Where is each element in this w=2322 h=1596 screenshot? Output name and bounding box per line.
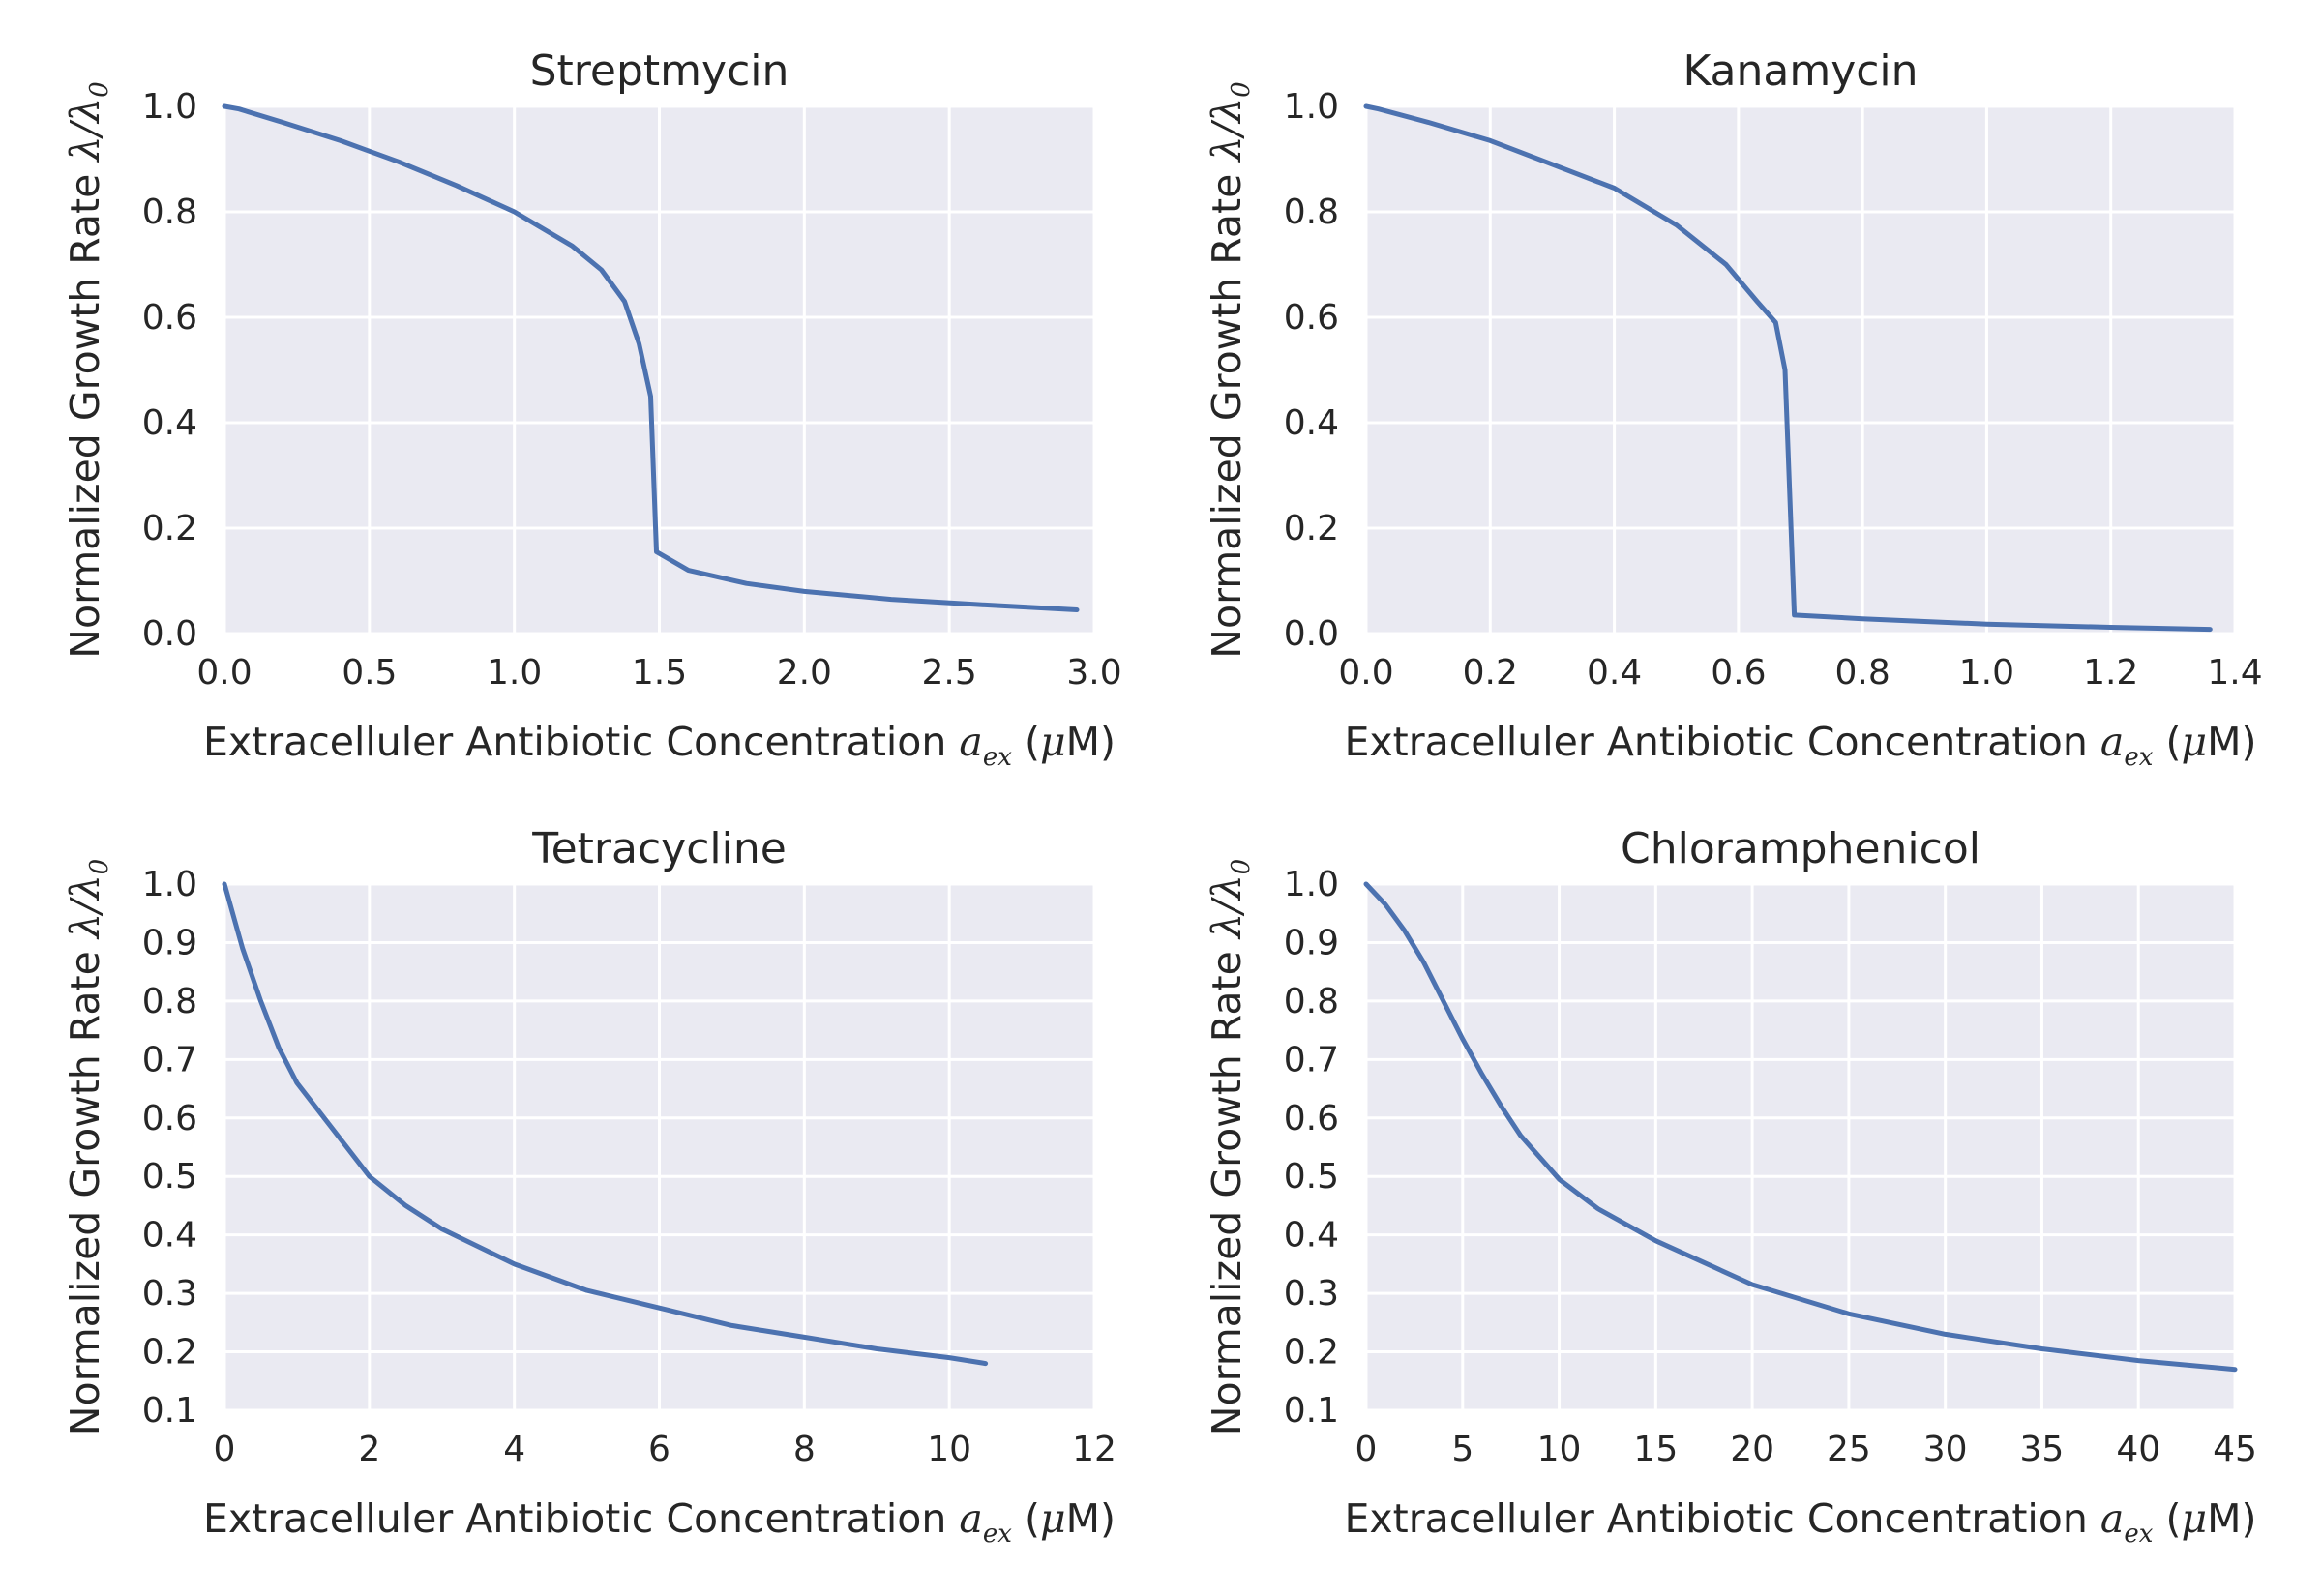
y-tick-label: 0.8 bbox=[1284, 192, 1339, 232]
x-tick-label: 2.0 bbox=[777, 653, 832, 693]
y-tick-label: 0.0 bbox=[1284, 614, 1339, 654]
y-axis-label: Normalized Growth Rate λ/λ0 bbox=[1204, 81, 1256, 658]
y-axis-label: Normalized Growth Rate λ/λ0 bbox=[62, 81, 114, 658]
y-tick-label: 0.4 bbox=[1284, 403, 1339, 443]
x-tick-label: 0.0 bbox=[1338, 653, 1393, 693]
x-tick-label: 0.6 bbox=[1711, 653, 1766, 693]
y-tick-label: 0.6 bbox=[142, 1099, 197, 1138]
x-tick-label: 0.8 bbox=[1835, 653, 1890, 693]
y-tick-label: 0.8 bbox=[142, 192, 197, 232]
y-tick-label: 0.9 bbox=[142, 923, 197, 962]
y-tick-label: 0.4 bbox=[142, 403, 197, 443]
x-tick-label: 0.0 bbox=[196, 653, 252, 693]
x-tick-label: 20 bbox=[1730, 1430, 1774, 1469]
x-tick-label: 0.4 bbox=[1587, 653, 1642, 693]
x-tick-label: 15 bbox=[1633, 1430, 1678, 1469]
y-tick-label: 0.7 bbox=[1284, 1040, 1339, 1079]
y-tick-label: 1.0 bbox=[142, 87, 197, 127]
series-line-1 bbox=[222, 103, 1080, 612]
x-tick-label: 0.5 bbox=[342, 653, 397, 693]
chart-panel-4: 0 5 10 15 20 25 30 35 40 45 0.1 0.2 0.3 0.4 0.5 0.6 0.7 0… bbox=[1204, 824, 2257, 1549]
chart-title: Streptmycin bbox=[530, 46, 789, 96]
y-tick-label: 0.4 bbox=[142, 1216, 197, 1256]
y-tick-label: 0.3 bbox=[142, 1274, 197, 1314]
chart-panel-1: 0.0 0.5 1.0 1.5 2.0 2.5 3.0 0.0 0.2 0.4 0.6 0.8 1.0 S… bbox=[62, 46, 1122, 772]
x-tick-label: 0 bbox=[1355, 1430, 1378, 1469]
y-tick-label: 1.0 bbox=[1284, 865, 1339, 904]
y-axis-label: Normalized Growth Rate λ/λ0 bbox=[1204, 859, 1256, 1435]
y-tick-label: 0.6 bbox=[142, 298, 197, 338]
y-tick-label: 1.0 bbox=[1284, 87, 1339, 127]
x-tick-label: 2 bbox=[358, 1430, 380, 1469]
x-tick-label: 4 bbox=[503, 1430, 525, 1469]
x-tick-label: 1.2 bbox=[2083, 653, 2138, 693]
y-tick-label: 0.2 bbox=[1284, 509, 1339, 548]
x-tick-label: 1.0 bbox=[487, 653, 542, 693]
y-tick-label: 0.5 bbox=[142, 1157, 197, 1197]
y-axis-label: Normalized Growth Rate λ/λ0 bbox=[62, 859, 114, 1435]
x-axis-label: Extracelluler Antibiotic Concentration a… bbox=[1345, 1495, 2257, 1549]
x-tick-label: 5 bbox=[1451, 1430, 1474, 1469]
y-tick-label: 0.3 bbox=[1284, 1274, 1339, 1314]
y-tick-label: 0.2 bbox=[1284, 1333, 1339, 1373]
x-tick-label: 30 bbox=[1923, 1430, 1968, 1469]
x-tick-label: 1.5 bbox=[632, 653, 687, 693]
chart-panel-3: 0 2 4 6 8 10 12 0.1 0.2 0.3 0.4 0.5 0.6 0.7 0.8 0.9 1.0 T… bbox=[62, 824, 1116, 1549]
y-tick-label: 0.8 bbox=[142, 982, 197, 1021]
x-axis-label: Extracelluler Antibiotic Concentration a… bbox=[203, 719, 1116, 772]
x-tick-label: 8 bbox=[793, 1430, 816, 1469]
y-tick-label: 0.1 bbox=[1284, 1391, 1339, 1431]
chart-title: Chloramphenicol bbox=[1621, 824, 1980, 873]
y-tick-label: 0.4 bbox=[1284, 1216, 1339, 1256]
x-tick-label: 3.0 bbox=[1066, 653, 1121, 693]
series-line-1 bbox=[1363, 881, 2238, 1373]
x-tick-label: 1.4 bbox=[2207, 653, 2262, 693]
y-tick-label: 0.1 bbox=[142, 1391, 197, 1431]
plot-area bbox=[1366, 884, 2235, 1410]
x-tick-label: 6 bbox=[648, 1430, 670, 1469]
x-tick-label: 0 bbox=[214, 1430, 236, 1469]
y-tick-label: 0.8 bbox=[1284, 982, 1339, 1021]
y-tick-label: 0.2 bbox=[142, 1333, 197, 1373]
y-tick-label: 0.9 bbox=[1284, 923, 1339, 962]
x-tick-label: 25 bbox=[1827, 1430, 1871, 1469]
y-tick-label: 0.0 bbox=[142, 614, 197, 654]
y-tick-label: 0.7 bbox=[142, 1040, 197, 1079]
series-line-1 bbox=[1363, 103, 2213, 633]
x-tick-label: 12 bbox=[1072, 1430, 1116, 1469]
x-tick-label: 45 bbox=[2213, 1430, 2257, 1469]
x-tick-label: 2.5 bbox=[922, 653, 977, 693]
y-tick-label: 0.2 bbox=[142, 509, 197, 548]
y-tick-label: 0.5 bbox=[1284, 1157, 1339, 1197]
series-line-1 bbox=[222, 881, 989, 1367]
y-tick-label: 0.6 bbox=[1284, 298, 1339, 338]
x-tick-label: 10 bbox=[1537, 1430, 1582, 1469]
y-tick-label: 0.6 bbox=[1284, 1099, 1339, 1138]
chart-panel-2: 0.0 0.2 0.4 0.6 0.8 1.0 1.2 1.4 0.0 0.2 0.4 0.6 0.8 1… bbox=[1204, 46, 2263, 772]
plot-area bbox=[1366, 106, 2235, 634]
x-tick-label: 0.2 bbox=[1463, 653, 1518, 693]
chart-title: Tetracycline bbox=[531, 824, 787, 873]
x-tick-label: 10 bbox=[927, 1430, 971, 1469]
chart-title: Kanamycin bbox=[1682, 46, 1918, 96]
y-tick-label: 1.0 bbox=[142, 865, 197, 904]
x-tick-label: 40 bbox=[2116, 1430, 2160, 1469]
x-axis-label: Extracelluler Antibiotic Concentration a… bbox=[203, 1495, 1116, 1549]
x-tick-label: 35 bbox=[2020, 1430, 2065, 1469]
x-tick-label: 1.0 bbox=[1959, 653, 2014, 693]
x-axis-label: Extracelluler Antibiotic Concentration a… bbox=[1345, 719, 2257, 772]
